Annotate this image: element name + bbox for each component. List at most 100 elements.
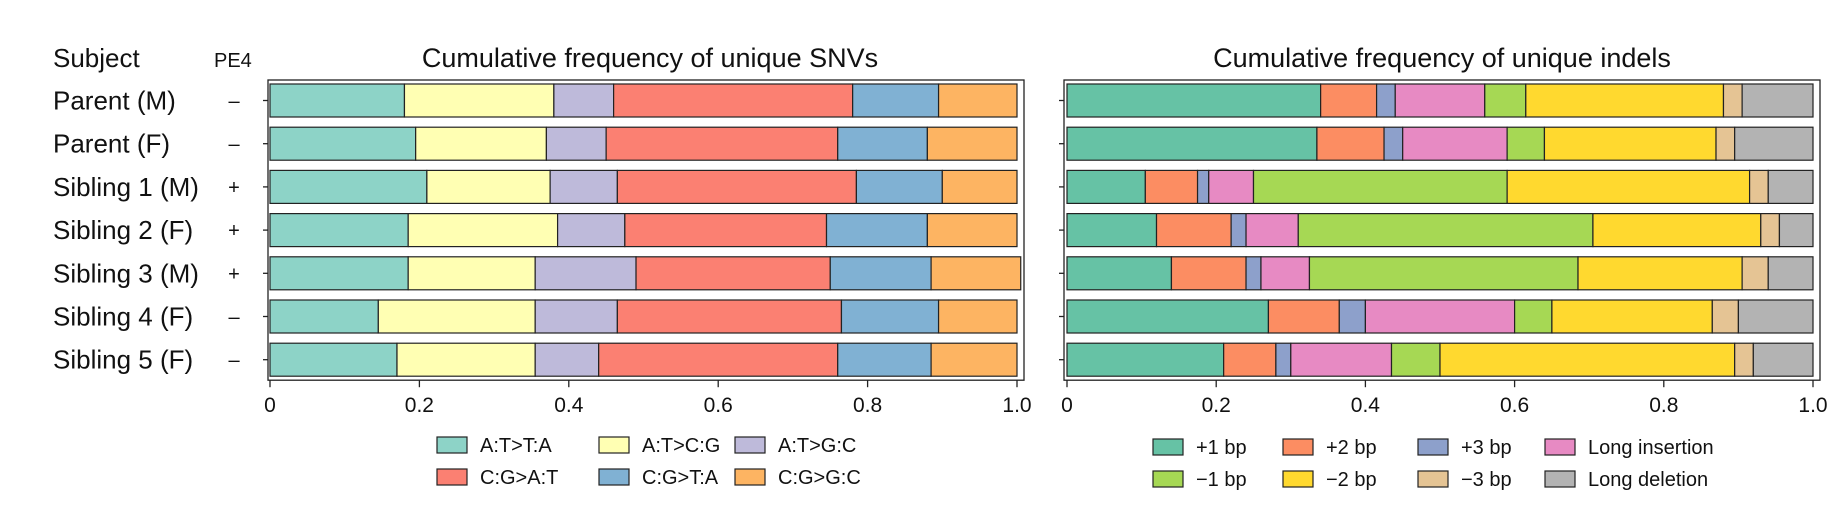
x-tick-label: 0.4 xyxy=(1351,394,1381,417)
bar-segment xyxy=(605,126,839,161)
bar-segment xyxy=(837,342,932,377)
bar-segment xyxy=(1760,213,1781,248)
bar-segment xyxy=(937,299,1018,334)
row-label-subject: Parent (F) xyxy=(53,129,170,159)
x-tick-label: 1.0 xyxy=(1002,394,1031,417)
bar-segment xyxy=(545,126,607,161)
x-tick-label: 0.8 xyxy=(1649,394,1678,417)
row-label-subject: Sibling 3 (M) xyxy=(53,258,199,288)
indel-chart: Cumulative frequency of unique indels 0 0.… xyxy=(1059,43,1828,491)
legend-swatch xyxy=(436,468,468,486)
x-tick-label: 0.6 xyxy=(1500,394,1529,417)
bar-segment xyxy=(1439,342,1736,377)
bar-segment xyxy=(1402,126,1508,161)
legend-swatch xyxy=(598,436,630,454)
bar-segment xyxy=(396,342,536,377)
bar-segment xyxy=(1066,256,1173,291)
row-label-pe4: + xyxy=(228,263,240,285)
bar-segment xyxy=(1741,256,1769,291)
bar-segment xyxy=(1513,299,1553,334)
row-label-pe4: – xyxy=(228,350,240,372)
bar-segment xyxy=(1297,213,1594,248)
legend-swatch xyxy=(1544,470,1576,488)
bar-segment xyxy=(1767,256,1814,291)
bar-segment xyxy=(415,126,547,161)
x-tick-label: 0.8 xyxy=(853,394,882,417)
bar-segment xyxy=(1267,299,1340,334)
bar-segment xyxy=(1778,213,1814,248)
legend-label: +2 bp xyxy=(1326,437,1377,459)
row-label-subject: Sibling 1 (M) xyxy=(53,172,199,202)
x-tick-label: 0.2 xyxy=(405,394,434,417)
bar-segment xyxy=(616,169,857,204)
bar-segment xyxy=(534,342,600,377)
bar-segment xyxy=(1592,213,1762,248)
bar-segment xyxy=(1577,256,1743,291)
bar-segment xyxy=(1767,169,1814,204)
bar-segment xyxy=(1741,83,1814,118)
bar-segment xyxy=(837,126,928,161)
row-label-subject: Sibling 5 (F) xyxy=(53,345,193,375)
row-label-pe4: + xyxy=(228,177,240,199)
legend-swatch xyxy=(734,468,766,486)
legend-label: −2 bp xyxy=(1326,469,1377,491)
bar-segment xyxy=(1066,83,1322,118)
legend-label: C:G>T:A xyxy=(642,467,719,489)
row-label-subject: Parent (M) xyxy=(53,86,176,116)
row-labels: Parent (M) – Parent (F) – Sibling 1 (M) + Sibl… xyxy=(53,86,240,375)
legend-label: Long insertion xyxy=(1588,437,1714,459)
bar-segment xyxy=(403,83,555,118)
legend-label: +1 bp xyxy=(1196,437,1247,459)
bar-segment xyxy=(1245,213,1299,248)
bar-segment xyxy=(1316,126,1385,161)
row-label-pe4: + xyxy=(228,220,240,242)
bar-segment xyxy=(269,256,409,291)
bar-segment xyxy=(1230,213,1247,248)
x-tick-label: 0.2 xyxy=(1202,394,1231,417)
bar-segment xyxy=(829,256,932,291)
bar-segment xyxy=(1525,83,1725,118)
bar-segment xyxy=(941,169,1018,204)
row-label-pe4: – xyxy=(228,307,240,329)
row-label-pe4: – xyxy=(228,91,240,113)
legend-swatch xyxy=(1282,470,1314,488)
bar-segment xyxy=(624,213,828,248)
bar-segment xyxy=(549,169,618,204)
x-tick-label: 0 xyxy=(264,394,276,417)
bar-segment xyxy=(1245,256,1262,291)
bar-segment xyxy=(269,83,406,118)
bar-segment xyxy=(937,83,1018,118)
bar-segment xyxy=(1551,299,1713,334)
bar-segment xyxy=(635,256,831,291)
bar-segment xyxy=(534,299,618,334)
bar-segment xyxy=(613,83,854,118)
bar-segment xyxy=(407,256,536,291)
legend-swatch xyxy=(1417,438,1449,456)
bar-segment xyxy=(1364,299,1516,334)
bar-segment xyxy=(1506,126,1546,161)
bar-segment xyxy=(1748,169,1769,204)
bar-segment xyxy=(426,169,551,204)
bar-segment xyxy=(1066,213,1158,248)
legend-swatch xyxy=(1417,470,1449,488)
snv-chart: Cumulative frequency of unique SNVs 0 0.2 0… xyxy=(263,43,1032,489)
legend-swatch xyxy=(598,468,630,486)
legend-label: −3 bp xyxy=(1461,469,1512,491)
legend-swatch xyxy=(436,436,468,454)
bar-segment xyxy=(1737,299,1814,334)
bar-segment xyxy=(1752,342,1814,377)
bar-segment xyxy=(616,299,843,334)
pe4-header: PE4 xyxy=(214,50,252,72)
x-tick-label: 0 xyxy=(1061,394,1073,417)
bar-segment xyxy=(598,342,839,377)
row-label-subject: Sibling 2 (F) xyxy=(53,215,193,245)
bar-segment xyxy=(1144,169,1199,204)
bar-segment xyxy=(1394,83,1486,118)
bar-segment xyxy=(926,126,1018,161)
bar-segment xyxy=(825,213,928,248)
bar-segment xyxy=(1066,299,1270,334)
bar-segment xyxy=(1375,83,1396,118)
bar-segment xyxy=(1734,342,1754,377)
bar-segment xyxy=(269,342,398,377)
